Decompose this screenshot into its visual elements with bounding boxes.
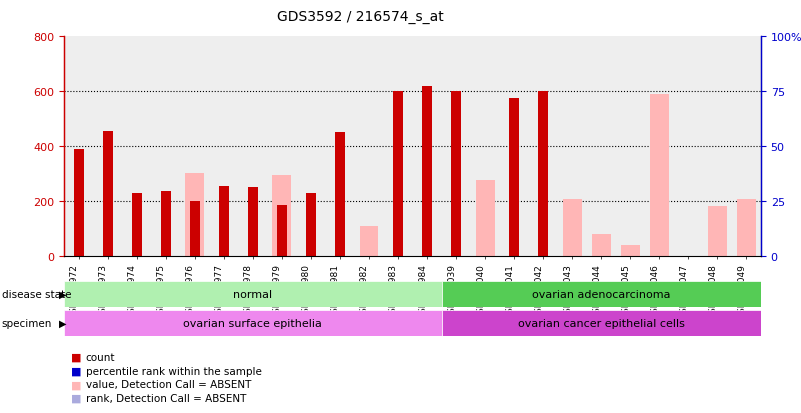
Bar bbox=[441, 310, 761, 337]
Text: specimen: specimen bbox=[2, 318, 52, 328]
Bar bbox=[185, 174, 204, 256]
Bar bbox=[306, 193, 316, 256]
Text: ▶: ▶ bbox=[58, 318, 66, 328]
Text: percentile rank within the sample: percentile rank within the sample bbox=[86, 366, 262, 376]
Bar bbox=[708, 207, 727, 256]
Text: count: count bbox=[86, 352, 115, 362]
Bar bbox=[277, 205, 287, 256]
Bar bbox=[219, 186, 229, 256]
Text: ■: ■ bbox=[70, 380, 82, 389]
Bar bbox=[360, 226, 378, 256]
Bar bbox=[737, 200, 756, 256]
Bar bbox=[451, 92, 461, 256]
Text: normal: normal bbox=[233, 289, 272, 299]
Text: ■: ■ bbox=[70, 393, 82, 403]
Text: disease state: disease state bbox=[2, 289, 71, 299]
Bar bbox=[650, 95, 669, 256]
Bar bbox=[64, 310, 441, 337]
Bar bbox=[74, 150, 83, 256]
Bar bbox=[538, 92, 548, 256]
Bar bbox=[509, 99, 519, 256]
Bar bbox=[476, 181, 494, 256]
Bar bbox=[563, 200, 582, 256]
Text: rank, Detection Call = ABSENT: rank, Detection Call = ABSENT bbox=[86, 393, 246, 403]
Bar bbox=[131, 193, 142, 256]
Bar bbox=[103, 132, 113, 256]
Text: value, Detection Call = ABSENT: value, Detection Call = ABSENT bbox=[86, 380, 251, 389]
Bar bbox=[393, 92, 403, 256]
Bar bbox=[441, 281, 761, 308]
Bar bbox=[248, 188, 258, 256]
Bar bbox=[64, 281, 441, 308]
Bar bbox=[422, 86, 432, 256]
Bar bbox=[161, 192, 171, 256]
Bar bbox=[335, 133, 345, 256]
Text: ovarian adenocarcinoma: ovarian adenocarcinoma bbox=[532, 289, 670, 299]
Text: GDS3592 / 216574_s_at: GDS3592 / 216574_s_at bbox=[277, 10, 444, 24]
Text: ▶: ▶ bbox=[58, 289, 66, 299]
Text: ovarian cancer epithelial cells: ovarian cancer epithelial cells bbox=[517, 318, 685, 328]
Bar bbox=[190, 202, 199, 256]
Bar bbox=[592, 234, 610, 256]
Bar bbox=[272, 176, 292, 256]
Bar bbox=[621, 245, 640, 256]
Text: ovarian surface epithelia: ovarian surface epithelia bbox=[183, 318, 322, 328]
Text: ■: ■ bbox=[70, 352, 82, 362]
Text: ■: ■ bbox=[70, 366, 82, 376]
